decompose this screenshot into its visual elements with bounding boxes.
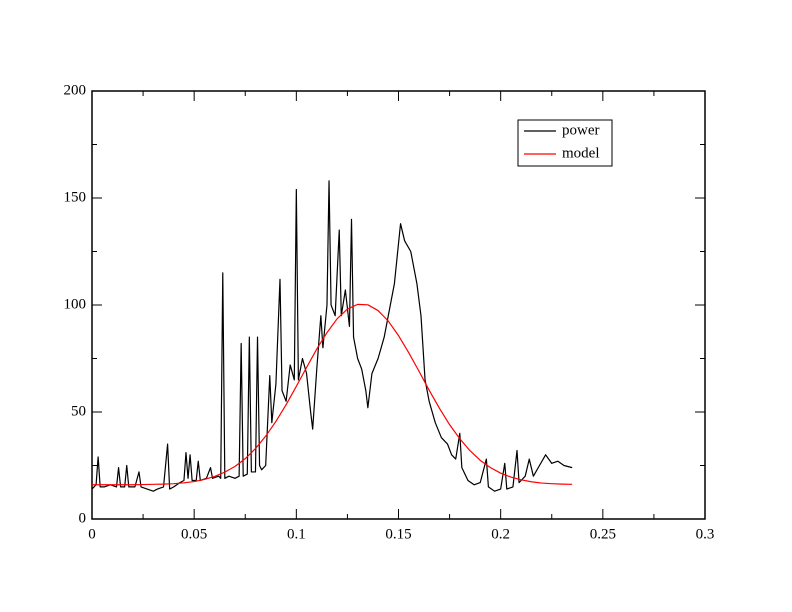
legend-label: power [562, 122, 600, 138]
series-line [92, 303, 573, 486]
y-tick-label: 200 [64, 82, 87, 98]
y-tick-label: 150 [64, 189, 87, 205]
y-tick-label: 0 [79, 510, 87, 526]
legend-label: model [562, 145, 600, 161]
x-tick-label: 0.05 [181, 526, 207, 542]
series-line [91, 180, 573, 492]
x-tick-label: 0.1 [287, 526, 306, 542]
x-tick-label: 0.3 [696, 526, 715, 542]
x-tick-label: 0.2 [491, 526, 510, 542]
plot-frame [91, 90, 706, 520]
y-tick-label: 100 [64, 296, 87, 312]
legend-box [517, 119, 613, 167]
x-tick-label: 0.25 [590, 526, 616, 542]
x-tick-label: 0.15 [385, 526, 411, 542]
x-tick-label: 0 [88, 526, 96, 542]
y-tick-label: 50 [71, 403, 86, 419]
